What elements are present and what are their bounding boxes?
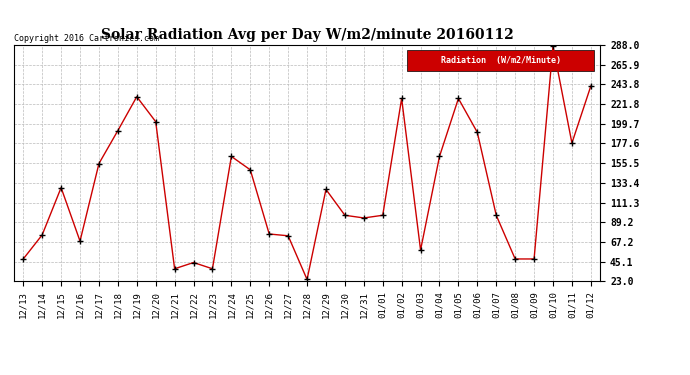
Text: Radiation  (W/m2/Minute): Radiation (W/m2/Minute) [441, 56, 560, 65]
FancyBboxPatch shape [407, 50, 594, 71]
Title: Solar Radiation Avg per Day W/m2/minute 20160112: Solar Radiation Avg per Day W/m2/minute … [101, 28, 513, 42]
Text: Copyright 2016 Cartronics.com: Copyright 2016 Cartronics.com [14, 34, 159, 43]
